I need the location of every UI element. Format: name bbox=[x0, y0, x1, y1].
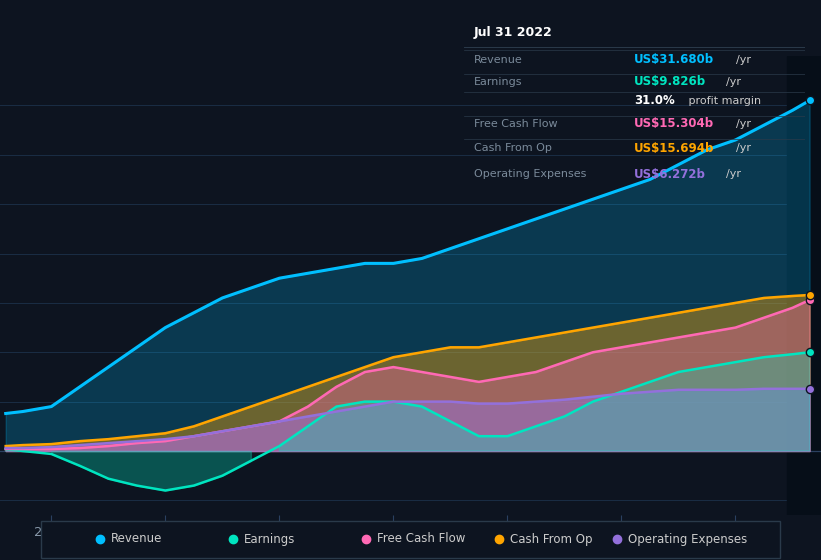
Text: Earnings: Earnings bbox=[474, 77, 523, 87]
Text: Cash From Op: Cash From Op bbox=[511, 533, 593, 545]
Text: 31.0%: 31.0% bbox=[635, 94, 675, 108]
Text: Jul 31 2022: Jul 31 2022 bbox=[474, 26, 553, 39]
FancyBboxPatch shape bbox=[41, 521, 780, 558]
Text: Operating Expenses: Operating Expenses bbox=[474, 169, 586, 179]
Text: Earnings: Earnings bbox=[245, 533, 296, 545]
Text: Revenue: Revenue bbox=[474, 55, 523, 65]
Text: US$6.272b: US$6.272b bbox=[635, 168, 706, 181]
Text: US$31.680b: US$31.680b bbox=[635, 53, 714, 66]
Text: US$15.694b: US$15.694b bbox=[635, 142, 714, 155]
Text: Revenue: Revenue bbox=[112, 533, 163, 545]
Text: /yr: /yr bbox=[736, 55, 751, 65]
Text: Free Cash Flow: Free Cash Flow bbox=[378, 533, 466, 545]
Text: /yr: /yr bbox=[727, 77, 741, 87]
Bar bbox=[787, 56, 821, 515]
Text: /yr: /yr bbox=[727, 169, 741, 179]
Text: Operating Expenses: Operating Expenses bbox=[629, 533, 748, 545]
Text: profit margin: profit margin bbox=[686, 96, 761, 106]
Text: Cash From Op: Cash From Op bbox=[474, 143, 552, 153]
Text: /yr: /yr bbox=[736, 143, 751, 153]
Text: US$15.304b: US$15.304b bbox=[635, 118, 714, 130]
Text: /yr: /yr bbox=[736, 119, 751, 129]
Text: US$9.826b: US$9.826b bbox=[635, 76, 706, 88]
Text: Free Cash Flow: Free Cash Flow bbox=[474, 119, 557, 129]
